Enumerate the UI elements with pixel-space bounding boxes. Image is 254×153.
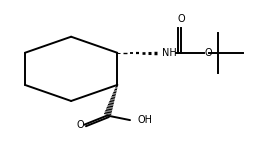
Text: OH: OH <box>138 115 153 125</box>
Text: O: O <box>205 48 213 58</box>
Text: O: O <box>177 14 185 24</box>
Text: NH: NH <box>162 48 177 58</box>
Text: O: O <box>77 120 84 130</box>
